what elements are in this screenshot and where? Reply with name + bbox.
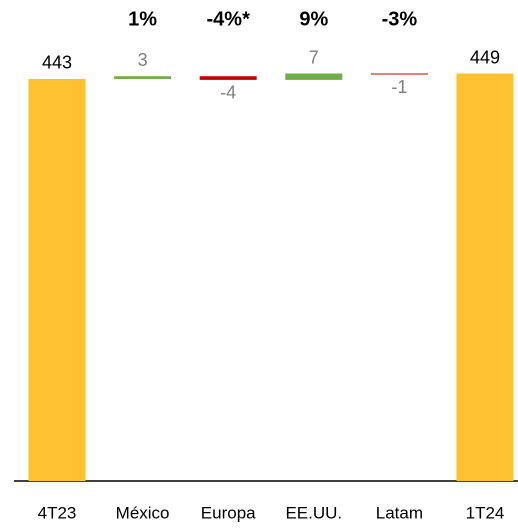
value-label: 3 xyxy=(138,50,148,70)
delta-bar xyxy=(114,76,172,79)
annotation: 1% xyxy=(128,8,157,30)
annotation: 9% xyxy=(299,8,328,30)
delta-bar xyxy=(285,73,343,80)
delta-bar xyxy=(199,76,257,80)
total-bar xyxy=(456,73,514,481)
delta-bar xyxy=(370,73,428,75)
value-label: 443 xyxy=(42,53,72,73)
x-tick-label: 4T23 xyxy=(38,503,77,522)
x-tick-label: 1T24 xyxy=(466,503,505,522)
value-label: 7 xyxy=(309,47,319,67)
total-bar xyxy=(28,78,86,481)
x-tick-label: México xyxy=(116,503,170,522)
x-tick-label: Europa xyxy=(201,503,256,522)
annotation: -3% xyxy=(382,8,418,30)
value-label: 449 xyxy=(470,47,500,67)
x-tick-label: EE.UU. xyxy=(285,503,342,522)
value-label: -4 xyxy=(220,83,236,103)
x-tick-label: Latam xyxy=(376,503,423,522)
value-label: -1 xyxy=(391,77,407,97)
annotation: -4%* xyxy=(207,8,251,30)
